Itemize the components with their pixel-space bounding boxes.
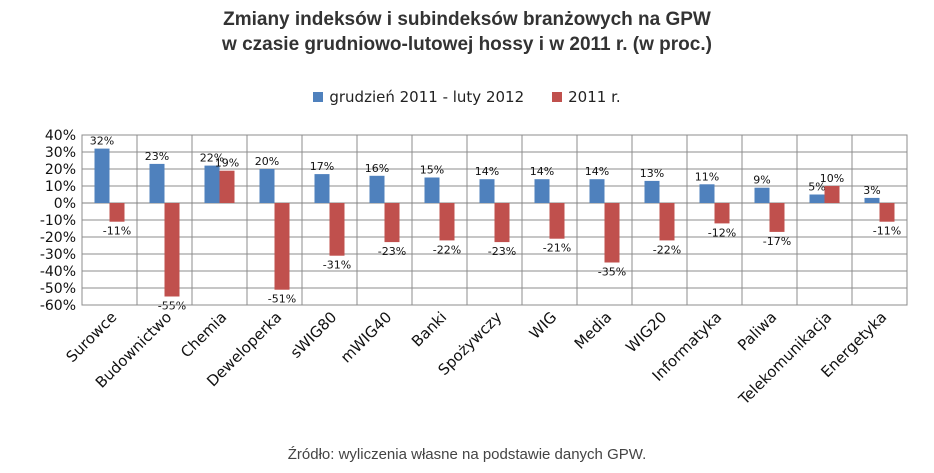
category-label: WIG20 <box>622 308 670 356</box>
bar-series-2 <box>549 203 565 239</box>
y-tick-label: -10% <box>40 213 76 229</box>
y-tick-label: 20% <box>45 162 76 178</box>
category-label: Media <box>571 308 616 353</box>
bar-series-2 <box>494 203 510 243</box>
data-label-series-1: 16% <box>365 162 389 175</box>
bar-series-1 <box>809 194 825 203</box>
data-label-series-1: 5% <box>808 181 825 194</box>
legend-item-series-2: 2011 r. <box>552 88 621 106</box>
y-tick-label: 30% <box>45 145 76 161</box>
bar-series-1 <box>699 184 715 203</box>
data-label-series-1: 20% <box>255 155 279 168</box>
bar-series-1 <box>864 197 880 203</box>
data-label-series-1: 23% <box>145 150 169 163</box>
bar-series-2 <box>824 186 840 203</box>
legend-label-series-1: grudzień 2011 - luty 2012 <box>329 88 525 106</box>
bar-series-2 <box>769 203 785 232</box>
data-label-series-2: -17% <box>763 235 791 248</box>
data-label-series-1: 14% <box>585 165 609 178</box>
bar-series-2 <box>274 203 290 290</box>
data-label-series-1: 15% <box>420 164 444 177</box>
data-label-series-2: -12% <box>708 226 736 239</box>
category-label: Telekomunikacja <box>734 308 835 409</box>
y-tick-label: 0% <box>54 196 76 212</box>
data-label-series-2: -22% <box>653 243 681 256</box>
legend-label-series-2: 2011 r. <box>568 88 621 106</box>
category-label: WIG <box>526 308 561 343</box>
bar-series-1 <box>424 177 440 203</box>
bar-series-1 <box>149 163 165 203</box>
data-label-series-2: -22% <box>433 243 461 256</box>
bar-series-1 <box>259 169 275 203</box>
y-tick-label: -40% <box>40 264 76 280</box>
bar-series-1 <box>314 174 330 203</box>
chart-title: Zmiany indeksów i subindeksów branżowych… <box>223 9 711 30</box>
data-label-series-1: 14% <box>530 165 554 178</box>
data-label-series-1: 11% <box>695 170 719 183</box>
category-label: sWIG80 <box>287 308 341 362</box>
bar-series-2 <box>439 203 455 241</box>
source-note: Źródło: wyliczenia własne na podstawie d… <box>287 446 647 463</box>
legend-swatch-series-2 <box>552 92 563 102</box>
data-label-series-1: 32% <box>90 135 114 148</box>
bar-series-1 <box>94 148 110 203</box>
bar-series-2 <box>384 203 400 243</box>
legend-swatch-series-1 <box>313 92 324 102</box>
bar-series-2 <box>879 203 895 222</box>
category-label: Banki <box>408 308 450 350</box>
bar-series-2 <box>714 203 730 224</box>
bar-series-1 <box>644 180 660 203</box>
category-label: Surowce <box>62 308 120 366</box>
legend-item-series-1: grudzień 2011 - luty 2012 <box>313 88 524 106</box>
plot-area-border <box>81 134 908 306</box>
bar-series-2 <box>604 203 620 263</box>
data-label-series-1: 17% <box>310 160 334 173</box>
data-label-series-2: -51% <box>268 293 296 306</box>
category-label: mWIG40 <box>337 308 395 366</box>
data-label-series-2: -55% <box>158 300 186 313</box>
bar-series-2 <box>329 203 345 256</box>
bar-series-1 <box>369 175 385 203</box>
data-label-series-1: 14% <box>475 165 499 178</box>
bar-series-2 <box>109 203 125 222</box>
y-tick-label: 10% <box>45 179 76 195</box>
bar-series-2 <box>659 203 675 241</box>
data-label-series-2: -23% <box>378 245 406 258</box>
chart-subtitle: w czasie grudniowo-lutowej hossy i w 201… <box>222 34 712 55</box>
data-label-series-2: -21% <box>543 242 571 255</box>
y-tick-label: -30% <box>40 247 76 263</box>
data-label-series-2: 10% <box>820 172 844 185</box>
data-label-series-1: 22% <box>200 152 224 165</box>
bar-series-1 <box>534 179 550 203</box>
data-label-series-1: 9% <box>753 174 770 187</box>
data-label-series-2: -31% <box>323 259 351 272</box>
legend: grudzień 2011 - luty 2012 2011 r. <box>0 88 934 106</box>
bar-series-1 <box>589 179 605 203</box>
y-tick-label: 40% <box>45 128 76 144</box>
category-label: Chemia <box>177 308 230 361</box>
data-label-series-1: 13% <box>640 167 664 180</box>
data-label-series-1: 3% <box>863 184 880 197</box>
bar-series-2 <box>164 203 180 297</box>
data-label-series-2: -35% <box>598 266 626 279</box>
y-tick-label: -60% <box>40 298 76 314</box>
data-label-series-2: 19% <box>215 157 239 170</box>
data-label-series-2: -23% <box>488 245 516 258</box>
y-tick-label: -50% <box>40 281 76 297</box>
data-label-series-2: -11% <box>873 225 901 238</box>
bar-series-1 <box>479 179 495 203</box>
data-label-series-2: -11% <box>103 225 131 238</box>
category-label: Paliwa <box>734 308 780 354</box>
y-tick-label: -20% <box>40 230 76 246</box>
bar-series-2 <box>219 170 235 203</box>
bar-series-1 <box>754 187 770 203</box>
bar-series-1 <box>204 165 220 203</box>
